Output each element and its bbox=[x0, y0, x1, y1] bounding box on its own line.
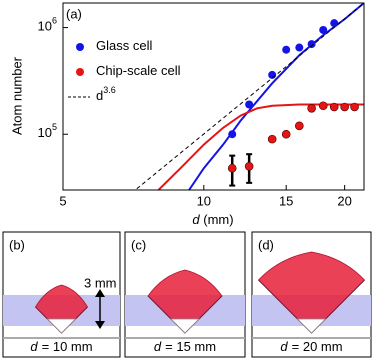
data-point bbox=[307, 104, 316, 113]
data-point bbox=[340, 102, 349, 112]
x-tick-label: 20 bbox=[337, 193, 351, 208]
y-tick-base: 10 bbox=[38, 19, 52, 34]
data-point bbox=[319, 25, 328, 34]
legend-marker bbox=[76, 43, 84, 51]
legend-name: Chip-scale cell bbox=[96, 63, 181, 78]
panel-caption: d = 10 mm bbox=[30, 339, 92, 354]
data-point bbox=[329, 102, 339, 112]
plot-area bbox=[134, 3, 364, 190]
data-point bbox=[227, 163, 237, 173]
pyramid-tip bbox=[296, 318, 327, 334]
panel-caption: d = 15 mm bbox=[154, 339, 216, 354]
data-point bbox=[282, 45, 291, 54]
panel-content bbox=[125, 269, 245, 339]
data-point bbox=[245, 100, 254, 109]
x-axis-var: d bbox=[192, 212, 200, 227]
panel-label: (c) bbox=[131, 237, 146, 252]
pyramid-tip bbox=[170, 318, 200, 334]
pyramid-tip bbox=[46, 318, 77, 334]
x-tick-label: 15 bbox=[279, 193, 293, 208]
data-point bbox=[267, 134, 277, 144]
legend-label: d3.6 bbox=[96, 85, 116, 103]
legend-label: Glass cell bbox=[96, 38, 152, 53]
caption-var: d bbox=[30, 339, 38, 354]
caption-var: d bbox=[154, 339, 162, 354]
y-tick-base: 10 bbox=[38, 126, 52, 141]
panel-label: (b) bbox=[9, 237, 25, 252]
data-point bbox=[330, 19, 339, 28]
scale-label: 3 mm bbox=[84, 275, 117, 290]
panel-label: (a) bbox=[66, 6, 82, 21]
data-point bbox=[307, 40, 316, 49]
x-tick-label: 5 bbox=[59, 193, 66, 208]
data-point bbox=[281, 129, 291, 139]
data-point bbox=[318, 101, 328, 111]
legend-label: Chip-scale cell bbox=[96, 63, 181, 78]
y-axis-label: Atom number bbox=[9, 56, 24, 135]
data-point bbox=[244, 162, 254, 171]
panel-inner bbox=[125, 269, 245, 339]
legend-marker bbox=[76, 68, 84, 76]
legend-name: Glass cell bbox=[96, 38, 152, 53]
data-point bbox=[350, 102, 359, 112]
x-axis-label: d (mm) bbox=[192, 212, 233, 227]
y-tick-exp: 5 bbox=[52, 123, 57, 133]
panel-label: (d) bbox=[258, 237, 274, 252]
legend-name: d bbox=[96, 88, 103, 103]
legend-sup: 3.6 bbox=[103, 85, 116, 95]
panel-caption: d = 20 mm bbox=[280, 339, 342, 354]
panel-inner bbox=[252, 251, 371, 339]
caption-text: = 20 mm bbox=[292, 339, 343, 354]
y-tick-label: 105 bbox=[38, 123, 57, 141]
panel-content bbox=[252, 251, 371, 339]
data-point bbox=[228, 130, 237, 139]
y-tick-label: 106 bbox=[38, 16, 57, 34]
mot-volume bbox=[257, 251, 366, 334]
plot-frame bbox=[62, 2, 365, 191]
fit-curve bbox=[157, 103, 364, 190]
caption-var: d bbox=[280, 339, 288, 354]
caption-text: = 10 mm bbox=[42, 339, 93, 354]
x-tick-label: 10 bbox=[197, 193, 211, 208]
arrow-head bbox=[95, 289, 105, 297]
y-tick-exp: 6 bbox=[52, 16, 57, 26]
data-point bbox=[295, 121, 304, 131]
caption-text: = 15 mm bbox=[165, 339, 216, 354]
x-axis-unit: (mm) bbox=[203, 212, 233, 227]
mot-volume bbox=[147, 269, 223, 334]
data-point bbox=[295, 43, 304, 52]
power-law-line bbox=[134, 3, 364, 190]
fit-curve bbox=[188, 3, 364, 190]
arrow-head bbox=[95, 321, 105, 329]
mot-volume bbox=[34, 284, 89, 334]
